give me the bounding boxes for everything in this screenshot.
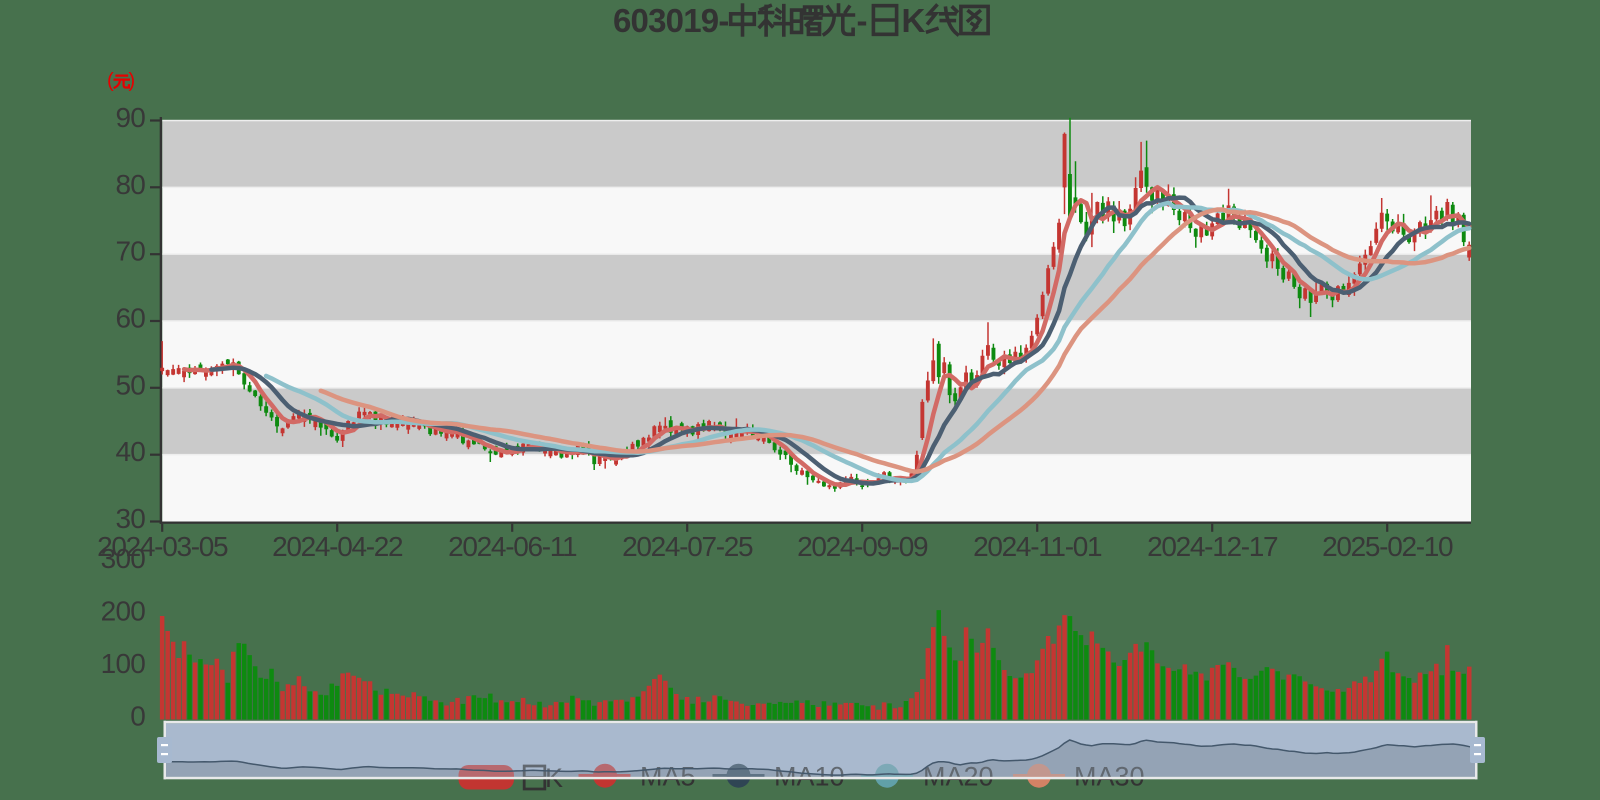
svg-text:2024-11-01: 2024-11-01 — [973, 531, 1102, 562]
svg-text:K: K — [545, 763, 563, 793]
svg-text:60: 60 — [115, 303, 145, 334]
svg-text:K: K — [902, 2, 926, 39]
svg-text:(: ( — [107, 70, 114, 92]
svg-text:MA20: MA20 — [923, 762, 994, 792]
svg-text:MA10: MA10 — [774, 762, 845, 792]
svg-text:80: 80 — [115, 169, 145, 200]
svg-text:2025-02-10: 2025-02-10 — [1322, 531, 1453, 562]
svg-text:2024-09-09: 2024-09-09 — [797, 531, 928, 562]
svg-text:K: K — [545, 763, 563, 793]
svg-text:MA30: MA30 — [1074, 762, 1145, 792]
svg-text:30: 30 — [115, 503, 145, 534]
svg-text:MA20: MA20 — [923, 762, 994, 792]
svg-text:90: 90 — [115, 102, 145, 133]
svg-text:50: 50 — [115, 369, 145, 400]
svg-text:2024-06-11: 2024-06-11 — [448, 531, 577, 562]
svg-text:2024-12-17: 2024-12-17 — [1147, 531, 1278, 562]
svg-text:2024-03-05: 2024-03-05 — [97, 531, 228, 562]
svg-text:-: - — [857, 2, 868, 39]
svg-text:): ) — [129, 70, 136, 92]
svg-text:2024-04-22: 2024-04-22 — [272, 531, 403, 562]
svg-text:MA5: MA5 — [640, 762, 696, 792]
svg-text:100: 100 — [101, 648, 146, 679]
svg-text:300: 300 — [101, 543, 146, 574]
svg-text:603019-: 603019- — [613, 2, 729, 39]
svg-text:MA5: MA5 — [640, 762, 696, 792]
svg-text:200: 200 — [101, 596, 146, 627]
svg-text:70: 70 — [115, 236, 145, 267]
svg-text:MA10: MA10 — [774, 762, 845, 792]
svg-text:40: 40 — [115, 436, 145, 467]
svg-text:2024-07-25: 2024-07-25 — [622, 531, 753, 562]
svg-text:MA30: MA30 — [1074, 762, 1145, 792]
svg-text:0: 0 — [130, 701, 145, 732]
